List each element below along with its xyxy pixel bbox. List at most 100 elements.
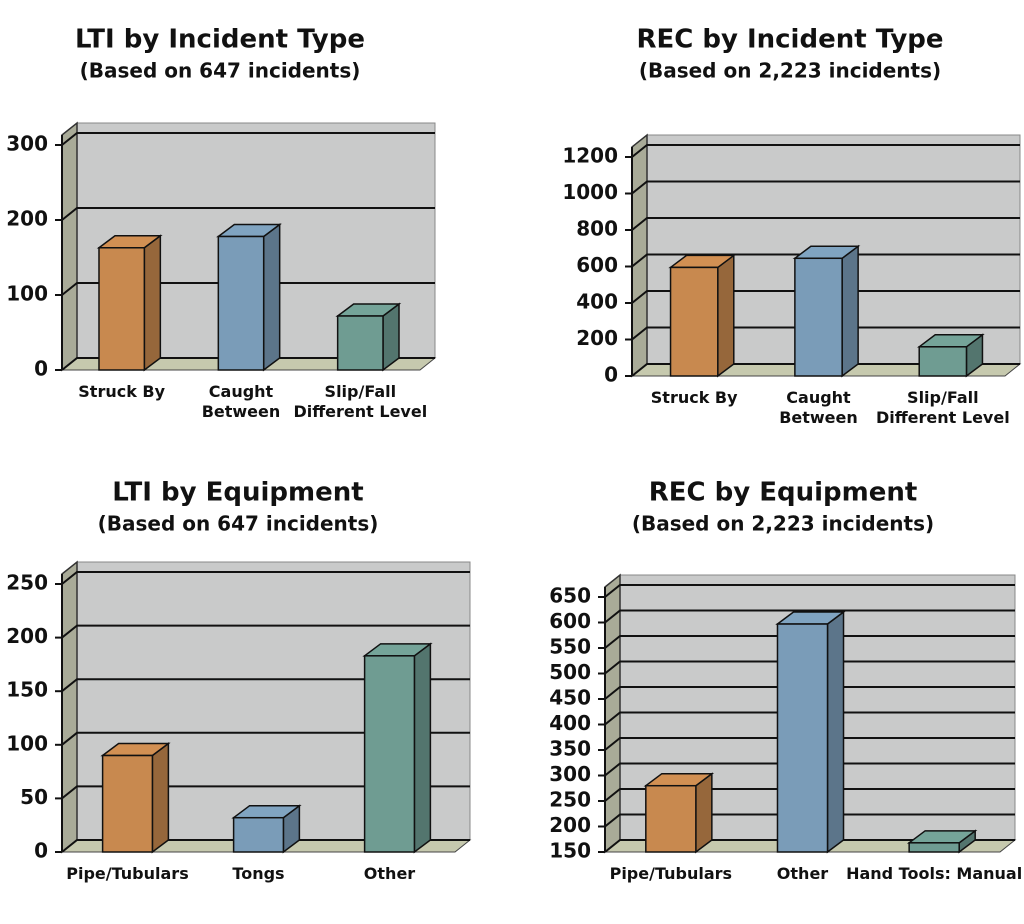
bar — [98, 247, 146, 371]
x-tick-label: Other — [776, 864, 829, 883]
bar — [794, 257, 843, 377]
chart-title: LTI by Equipment — [112, 478, 363, 508]
y-tick-label: 250 — [6, 571, 48, 595]
grid-line — [61, 839, 470, 853]
bar-side — [143, 234, 162, 372]
y-tick-label: 200 — [549, 813, 591, 837]
y-tick-label: 650 — [549, 584, 591, 608]
grid-line — [61, 571, 470, 585]
y-tick-label: 150 — [549, 839, 591, 863]
y-tick-label: 1000 — [562, 180, 618, 204]
x-tick-label: Slip/Fall Different Level — [293, 382, 428, 421]
y-tick-label: 450 — [549, 686, 591, 710]
y-tick-label: 100 — [6, 282, 48, 306]
x-tick-label: Struck By — [78, 382, 166, 401]
bar-side — [262, 223, 281, 372]
bar — [908, 842, 960, 853]
x-tick-label: Struck By — [650, 388, 738, 407]
side-wall — [61, 121, 78, 372]
bar-side — [151, 742, 170, 854]
grid-line — [604, 635, 1015, 649]
chart-subtitle: (Based on 647 incidents) — [80, 59, 361, 83]
y-tick-label: 200 — [576, 326, 618, 350]
y-tick-label: 150 — [6, 678, 48, 702]
x-tick-label: Tongs — [232, 864, 285, 883]
grid-line — [604, 788, 1015, 802]
grid-line — [604, 711, 1015, 726]
chart-title: LTI by Incident Type — [75, 25, 365, 55]
grid-line — [61, 624, 470, 639]
y-tick-label: 250 — [549, 788, 591, 812]
bar — [363, 655, 416, 853]
bar-side — [841, 244, 859, 378]
grid-line — [604, 839, 1015, 853]
y-tick-label: 550 — [549, 635, 591, 659]
grid-line — [631, 253, 1020, 268]
bar-side — [413, 642, 432, 854]
chart-subtitle: (Based on 2,223 incidents) — [639, 59, 941, 83]
y-tick-label: 350 — [549, 737, 591, 761]
grid-line — [631, 290, 1020, 304]
x-tick-label: Hand Tools: Manual — [846, 864, 1023, 883]
grid-line — [631, 326, 1020, 341]
bar — [101, 754, 154, 853]
grid-line — [61, 357, 435, 371]
grid-line — [604, 584, 1015, 598]
y-tick-label: 400 — [549, 711, 591, 735]
y-tick-label: 800 — [576, 217, 618, 241]
y-tick-label: 100 — [6, 731, 48, 755]
grid-line — [61, 678, 470, 692]
bar — [217, 235, 265, 371]
bar-side — [695, 772, 713, 854]
x-tick-label: Pipe/Tubulars — [609, 864, 733, 883]
bar — [232, 816, 285, 853]
grid-line — [604, 609, 1015, 624]
bar-side — [826, 610, 845, 854]
x-tick-label: Slip/Fall Different Level — [875, 388, 1010, 427]
y-tick-label: 500 — [549, 660, 591, 684]
bar — [776, 623, 829, 853]
bar-side — [717, 253, 735, 378]
x-tick-label: Pipe/Tubulars — [66, 864, 189, 883]
grid-line — [61, 282, 435, 296]
side-wall — [61, 560, 78, 854]
y-tick-label: 400 — [576, 290, 618, 314]
bar — [918, 346, 968, 377]
grid-line — [61, 785, 470, 800]
y-tick-label: 300 — [6, 132, 48, 156]
y-tick-label: 0 — [604, 363, 618, 387]
grid-line — [604, 660, 1015, 675]
grid-line — [631, 144, 1020, 158]
bar — [669, 266, 719, 377]
grid-line — [61, 731, 470, 746]
y-tick-label: 600 — [576, 253, 618, 277]
x-tick-label: Caught Between — [779, 388, 858, 427]
grid-line — [61, 132, 435, 146]
bar — [336, 315, 384, 371]
grid-line — [604, 737, 1015, 751]
y-tick-label: 50 — [20, 785, 48, 809]
grid-line — [604, 762, 1015, 777]
y-tick-label: 200 — [6, 624, 48, 648]
chart-title: REC by Equipment — [649, 478, 918, 508]
y-tick-label: 300 — [549, 762, 591, 786]
y-tick-label: 200 — [6, 207, 48, 231]
grid-line — [61, 207, 435, 221]
bar — [645, 784, 697, 853]
chart-title: REC by Incident Type — [636, 25, 943, 55]
y-tick-label: 0 — [34, 839, 48, 863]
x-tick-label: Other — [363, 864, 416, 883]
y-tick-label: 1200 — [562, 144, 618, 168]
grid-line — [631, 363, 1020, 377]
grid-line — [631, 180, 1020, 195]
chart-subtitle: (Based on 647 incidents) — [98, 512, 379, 536]
x-tick-label: Caught Between — [201, 382, 281, 421]
chart-subtitle: (Based on 2,223 incidents) — [632, 512, 934, 536]
grid-line — [604, 813, 1015, 828]
grid-line — [604, 686, 1015, 700]
grid-line — [631, 217, 1020, 231]
y-tick-label: 0 — [34, 357, 48, 381]
y-tick-label: 600 — [549, 609, 591, 633]
